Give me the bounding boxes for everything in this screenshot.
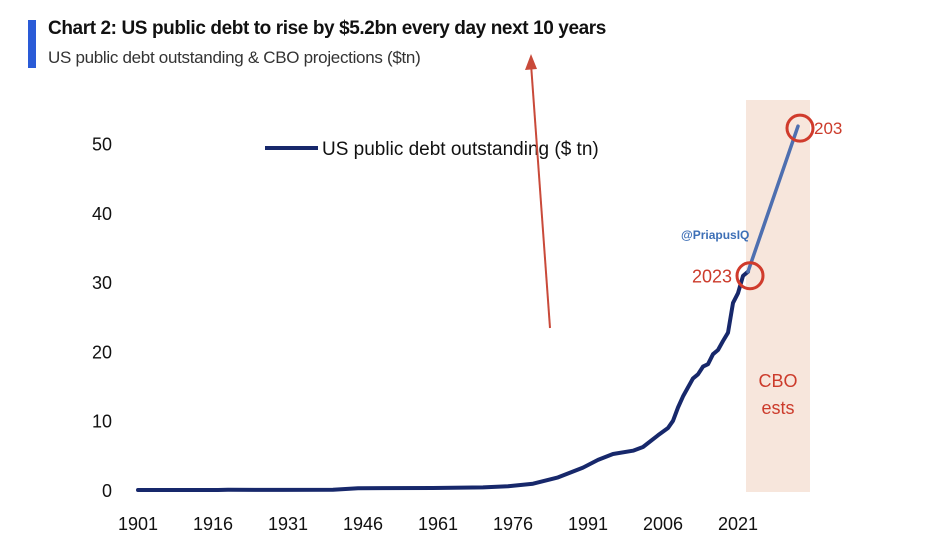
y-tick-label: 20 [92,342,112,362]
y-tick-label: 0 [102,481,112,501]
series-line-projection [746,124,800,274]
title-accent-bar [28,20,36,68]
annotation-label: 2023 [692,267,732,287]
chart-subtitle: US public debt outstanding & CBO project… [48,48,421,67]
legend-label: US public debt outstanding ($ tn) [322,139,599,160]
annotation-label: 203 [814,119,842,138]
x-tick-label: 1916 [193,514,233,534]
annotation-circle [735,261,765,291]
x-axis-tick-labels: 1901 1916 1931 1946 1961 1976 1991 2006 2021 [118,514,758,534]
x-tick-label: 1976 [493,514,533,534]
red-arrow-line [530,63,551,329]
y-axis-tick-labels: 0 10 20 30 40 50 [92,135,112,502]
y-tick-label: 40 [92,204,112,224]
circled-annotations: 2023 203 [692,113,842,291]
cbo-estimates-shading [746,100,810,492]
chart-title: Chart 2: US public debt to rise by $5.2b… [48,18,606,39]
annotation-circle [785,113,815,143]
cbo-label-line-1: CBO [758,371,797,391]
y-tick-label: 50 [92,135,112,155]
y-tick-label: 30 [92,273,112,293]
x-tick-label: 1931 [268,514,308,534]
watermark-text: @PriapusIQ [681,228,749,242]
series-line-historical [136,269,750,492]
red-arrow-head [525,54,537,70]
x-tick-label: 1946 [343,514,383,534]
x-tick-label: 1991 [568,514,608,534]
cbo-label-line-2: ests [761,398,794,418]
x-tick-label: 1961 [418,514,458,534]
x-tick-label: 2021 [718,514,758,534]
y-tick-label: 10 [92,412,112,432]
x-tick-label: 2006 [643,514,683,534]
x-tick-label: 1901 [118,514,158,534]
